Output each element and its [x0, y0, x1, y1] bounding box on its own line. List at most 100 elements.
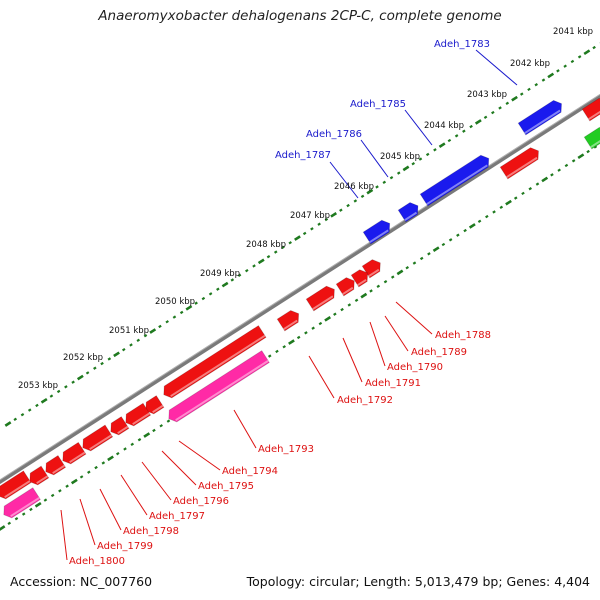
inner-tick-50 [360, 292, 368, 299]
gene-label-adeh-1785[interactable]: Adeh_1785 [350, 99, 406, 110]
outer-tick-73 [534, 83, 539, 87]
gene-label-adeh-1790[interactable]: Adeh_1790 [387, 362, 443, 373]
gene-adeh-1791-shine [312, 295, 334, 311]
inner-tick-72 [521, 191, 525, 196]
gene-adeh-1783 [517, 99, 562, 136]
leader-adeh-1794 [178, 440, 221, 471]
inner-tick-51 [369, 289, 373, 293]
leader-adeh-1795 [161, 450, 197, 486]
inner-tick-20 [143, 432, 151, 438]
gene-label-adeh-1794[interactable]: Adeh_1794 [222, 466, 278, 477]
outer-tick-56 [411, 162, 415, 166]
outer-tick-52 [382, 180, 387, 185]
inner-tick-47 [340, 307, 344, 312]
outer-tick-80 [583, 49, 591, 56]
gene-adeh-1799 [45, 454, 67, 476]
inner-tick-23 [166, 419, 171, 423]
outer-tick-18 [136, 338, 141, 343]
gene-adeh-1788 [361, 259, 381, 279]
gene-label-adeh-1798[interactable]: Adeh_1798 [123, 526, 179, 537]
outer-tick-2 [20, 413, 25, 417]
gene-label-adeh-1800[interactable]: Adeh_1800 [69, 556, 125, 567]
outer-tick-3 [27, 408, 32, 412]
outer-tick-69 [505, 101, 510, 106]
outer-tick-10 [76, 374, 84, 381]
outer-tick-25 [185, 304, 193, 311]
gene-adeh-1785 [419, 154, 490, 207]
inner-tick-66 [477, 219, 482, 223]
gene-label-adeh-1793[interactable]: Adeh_1793 [258, 444, 314, 455]
inner-tick-46 [333, 312, 337, 316]
inner-tick-62 [448, 238, 453, 242]
gene-label-adeh-1796[interactable]: Adeh_1796 [173, 496, 229, 507]
inner-tick-68 [492, 210, 496, 214]
outer-tick-28 [208, 292, 213, 296]
inner-tick-65 [468, 223, 476, 229]
gene-label-adeh-1791[interactable]: Adeh_1791 [365, 378, 421, 389]
outer-tick-77 [563, 64, 567, 68]
leader-adeh-1790 [369, 321, 386, 367]
outer-tick-35 [257, 258, 265, 265]
outer-tick-4 [35, 403, 39, 408]
gene-label-adeh-1788[interactable]: Adeh_1788 [435, 330, 491, 341]
outer-tick-72 [527, 87, 531, 92]
outer-tick-27 [201, 296, 206, 301]
inner-tick-53 [383, 279, 388, 284]
gene-label-adeh-1789[interactable]: Adeh_1789 [411, 347, 467, 358]
inner-tick-13 [94, 465, 98, 470]
outer-tick-22 [165, 320, 169, 324]
outer-tick-42 [310, 227, 314, 231]
inner-tick-56 [405, 266, 409, 270]
inner-tick-44 [318, 321, 323, 326]
inner-tick-74 [535, 182, 540, 186]
kbp-label-2052: 2052 kbp [63, 353, 103, 363]
gene-red-edge-shine [588, 110, 600, 121]
inner-tick-81 [586, 149, 590, 154]
inner-tick-38 [275, 349, 279, 354]
gene-pink-left-shine [10, 496, 40, 518]
outer-tick-14 [107, 357, 112, 361]
gene-label-adeh-1799[interactable]: Adeh_1799 [97, 541, 153, 552]
outer-tick-76 [556, 69, 560, 73]
inner-tick-42 [304, 331, 308, 335]
outer-tick-70 [511, 95, 518, 102]
inner-tick-59 [427, 252, 431, 256]
gene-red-upper-shine [506, 156, 538, 179]
gene-label-adeh-1795[interactable]: Adeh_1795 [198, 481, 254, 492]
inner-tick-76 [550, 173, 554, 177]
gene-label-adeh-1786[interactable]: Adeh_1786 [306, 129, 362, 140]
outer-tick-47 [346, 203, 350, 208]
kbp-label-2048: 2048 kbp [246, 240, 286, 250]
outer-tick-31 [230, 278, 235, 282]
gene-label-adeh-1783[interactable]: Adeh_1783 [434, 39, 490, 50]
outer-tick-59 [433, 148, 437, 152]
gene-label-adeh-1787[interactable]: Adeh_1787 [275, 150, 331, 161]
outer-tick-54 [396, 171, 401, 175]
gene-adeh-1798-shine [69, 451, 86, 464]
leader-adeh-1798 [99, 488, 122, 531]
inner-tick-45 [324, 316, 332, 322]
kbp-label-2041: 2041 kbp [553, 27, 593, 37]
gene-red-left [0, 470, 32, 500]
gene-label-adeh-1797[interactable]: Adeh_1797 [149, 511, 205, 522]
outer-tick-74 [541, 78, 546, 82]
inner-tick-12 [87, 470, 91, 474]
genome-stats-text: Topology: circular; Length: 5,013,479 bp… [246, 574, 590, 589]
gene-adeh-1785-shine [426, 164, 488, 206]
outer-tick-49 [360, 194, 365, 198]
inner-tick-1 [7, 521, 12, 526]
outer-tick-58 [425, 152, 430, 157]
outer-tick-63 [462, 129, 466, 133]
inner-tick-7 [50, 493, 55, 498]
inner-tick-4 [29, 507, 33, 512]
outer-tick-21 [158, 324, 162, 329]
outer-tick-36 [266, 255, 271, 259]
gene-adeh-1793 [163, 325, 267, 399]
gene-red-upper [499, 147, 539, 180]
outer-tick-ring [4, 42, 600, 427]
leader-adeh-1791 [342, 337, 363, 383]
outer-tick-81 [592, 45, 596, 50]
gene-adeh-1789 [350, 269, 369, 288]
outer-tick-57 [418, 157, 423, 161]
gene-label-adeh-1792[interactable]: Adeh_1792 [337, 395, 393, 406]
